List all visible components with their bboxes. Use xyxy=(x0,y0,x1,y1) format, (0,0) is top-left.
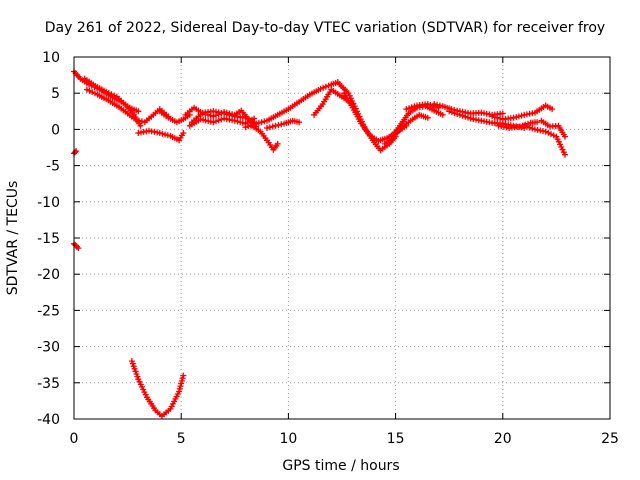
series-markers xyxy=(521,122,568,158)
series-track-23 xyxy=(489,102,556,123)
series-markers xyxy=(242,79,341,131)
series-markers xyxy=(156,108,193,126)
x-tick-label: 5 xyxy=(177,431,186,447)
series-markers xyxy=(403,101,442,113)
series-markers xyxy=(495,119,541,131)
series-track-26 xyxy=(538,117,568,140)
series-markers xyxy=(489,102,556,123)
series-track-13 xyxy=(242,79,341,131)
series-track-25 xyxy=(521,122,568,158)
series-track-19 xyxy=(381,111,431,147)
y-tick-label: -5 xyxy=(46,159,60,175)
series-markers xyxy=(188,108,260,127)
series-markers xyxy=(135,127,187,144)
series-track-24 xyxy=(495,119,541,131)
x-tick-label: 10 xyxy=(279,431,297,447)
chart-title: Day 261 of 2022, Sidereal Day-to-day VTE… xyxy=(45,20,605,36)
series-track-4 xyxy=(135,127,187,144)
series-line xyxy=(72,242,80,250)
series-track-8 xyxy=(128,358,187,420)
series-track-20 xyxy=(403,101,442,113)
x-axis-label: GPS time / hours xyxy=(282,458,399,474)
y-tick-label: -35 xyxy=(37,376,60,392)
tick-layer: 0 5 10 15 20 25 10 5 0 -5 -10 -15 -20 -25 -30 -35 -40 xyxy=(37,50,619,447)
x-tick-label: 20 xyxy=(494,431,512,447)
y-tick-label: -15 xyxy=(37,231,60,247)
y-tick-label: -25 xyxy=(37,303,60,319)
series-markers xyxy=(381,111,431,147)
y-tick-label: 0 xyxy=(51,122,60,138)
y-tick-label: 5 xyxy=(51,86,60,102)
y-axis-label: SDTVAR / TECUs xyxy=(5,181,21,296)
y-tick-label: -20 xyxy=(37,267,60,283)
y-tick-label: -30 xyxy=(37,340,60,356)
series-markers xyxy=(538,117,568,140)
series-track-10 xyxy=(186,115,258,129)
series-markers xyxy=(128,358,187,420)
x-tick-label: 15 xyxy=(387,431,405,447)
data-layer xyxy=(71,68,568,420)
y-tick-label: 10 xyxy=(42,50,60,66)
series-track-14 xyxy=(264,117,303,131)
series-markers xyxy=(264,117,303,131)
x-tick-label: 0 xyxy=(70,431,79,447)
y-tick-label: -40 xyxy=(37,412,60,428)
y-tick-label: -10 xyxy=(37,195,60,211)
series-track-11 xyxy=(188,108,260,127)
x-tick-label: 25 xyxy=(601,431,619,447)
